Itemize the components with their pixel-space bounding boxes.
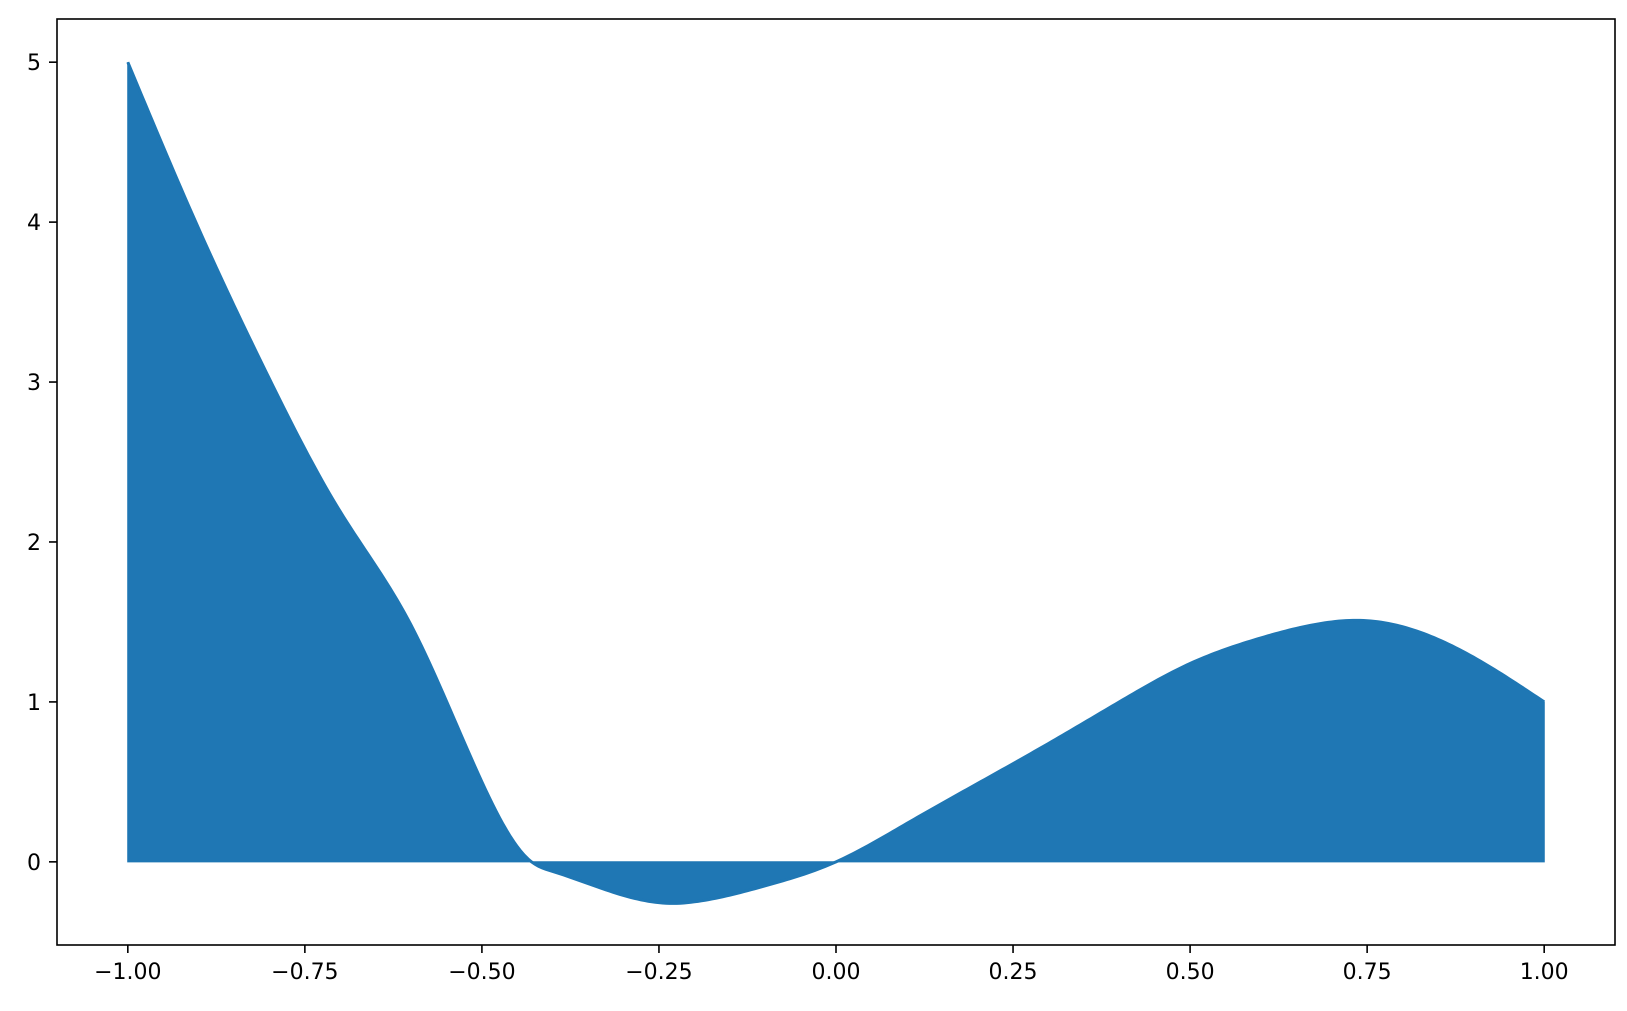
x-tick-label: −0.25 (625, 960, 692, 985)
series-line (126, 61, 1546, 905)
x-tick-label: 0.75 (1343, 960, 1392, 985)
y-tick-label: 0 (27, 851, 41, 876)
x-axis: −1.00 −0.75 −0.50 −0.25 0.00 0.25 0.50 0.75 1.00 (94, 945, 1569, 985)
y-tick-label: 5 (27, 51, 41, 76)
y-axis: 0 1 2 3 4 5 (27, 51, 57, 876)
x-tick-label: −1.00 (94, 960, 161, 985)
x-tick-label: 0.00 (812, 960, 861, 985)
y-tick-label: 4 (27, 211, 41, 236)
y-tick-label: 1 (27, 691, 41, 716)
x-tick-label: 0.50 (1166, 960, 1215, 985)
x-tick-label: 0.25 (989, 960, 1038, 985)
plot-area (126, 61, 1546, 905)
x-tick-label: −0.75 (271, 960, 338, 985)
x-tick-label: −0.50 (448, 960, 515, 985)
x-tick-label: 1.00 (1520, 960, 1569, 985)
y-tick-label: 3 (27, 371, 41, 396)
y-tick-label: 2 (27, 531, 41, 556)
